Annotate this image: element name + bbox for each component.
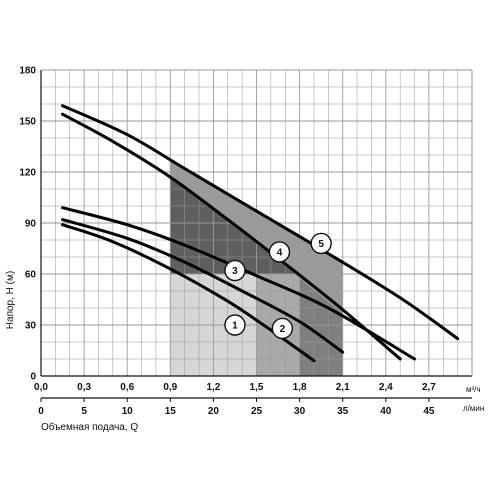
x-axis-title: Объемная подача, Q xyxy=(41,421,138,433)
marker-circle-1 xyxy=(224,314,246,336)
x-tick-label-lmin: 40 xyxy=(380,406,392,417)
marker-label-2: 2 xyxy=(280,324,286,335)
x-tick-label-lmin: 10 xyxy=(122,406,134,417)
x-tick-label-m3h: 1,8 xyxy=(293,382,307,393)
y-tick-label: 30 xyxy=(25,321,37,332)
x-tick-label-m3h: 0,6 xyxy=(120,382,134,393)
marker-circle-4 xyxy=(268,241,291,263)
x-tick-label-lmin: 25 xyxy=(251,406,263,417)
x-tick-label-lmin: 0 xyxy=(38,406,44,417)
y-axis-title: Напор, Н (м) xyxy=(5,271,16,329)
x-tick-label-lmin: 15 xyxy=(165,406,177,417)
marker-label-3: 3 xyxy=(232,266,238,277)
chart-axes xyxy=(40,69,473,402)
chart-grid xyxy=(40,69,473,377)
marker-circle-3 xyxy=(224,259,246,282)
marker-circle-2 xyxy=(271,317,294,340)
y-tick-label: 60 xyxy=(25,270,37,281)
y-tick-label: 150 xyxy=(19,117,36,128)
curve-5 xyxy=(61,104,460,341)
curve-2 xyxy=(61,218,345,354)
y-tick-label: 90 xyxy=(25,219,37,230)
curve-markers: 1 2 3 4 5 xyxy=(224,232,332,340)
y-tick-label: 0 xyxy=(30,372,36,383)
curve-4 xyxy=(61,112,402,361)
x-unit-bottom: л/мин xyxy=(463,404,484,413)
y-tick-label: 120 xyxy=(19,168,36,179)
marker-label-1: 1 xyxy=(232,321,238,332)
x-tick-label-lmin: 45 xyxy=(423,406,435,417)
x-tick-label-m3h: 0,3 xyxy=(77,382,91,393)
x-tick-label-m3h: 0,9 xyxy=(163,382,177,393)
marker-circle-5 xyxy=(310,232,332,255)
x-unit-top: м³/ч xyxy=(466,385,481,394)
x-tick-label-m3h: 2,4 xyxy=(379,382,393,393)
x-tick-label-lmin: 35 xyxy=(337,406,349,417)
x-tick-label-m3h: 2,1 xyxy=(336,382,350,393)
x-tick-label-m3h: 1,5 xyxy=(250,382,264,393)
x-tick-label-lmin: 30 xyxy=(294,406,306,417)
x-tick-label-lmin: 5 xyxy=(81,406,87,417)
x-tick-label-m3h: 1,2 xyxy=(206,382,220,393)
marker-label-4: 4 xyxy=(277,248,283,259)
x-tick-label-m3h: 2,7 xyxy=(422,382,436,393)
x-tick-label-m3h: 0,0 xyxy=(34,382,48,393)
marker-label-5: 5 xyxy=(318,239,324,250)
x-tick-label-lmin: 20 xyxy=(208,406,220,417)
y-tick-label: 180 xyxy=(19,66,36,77)
